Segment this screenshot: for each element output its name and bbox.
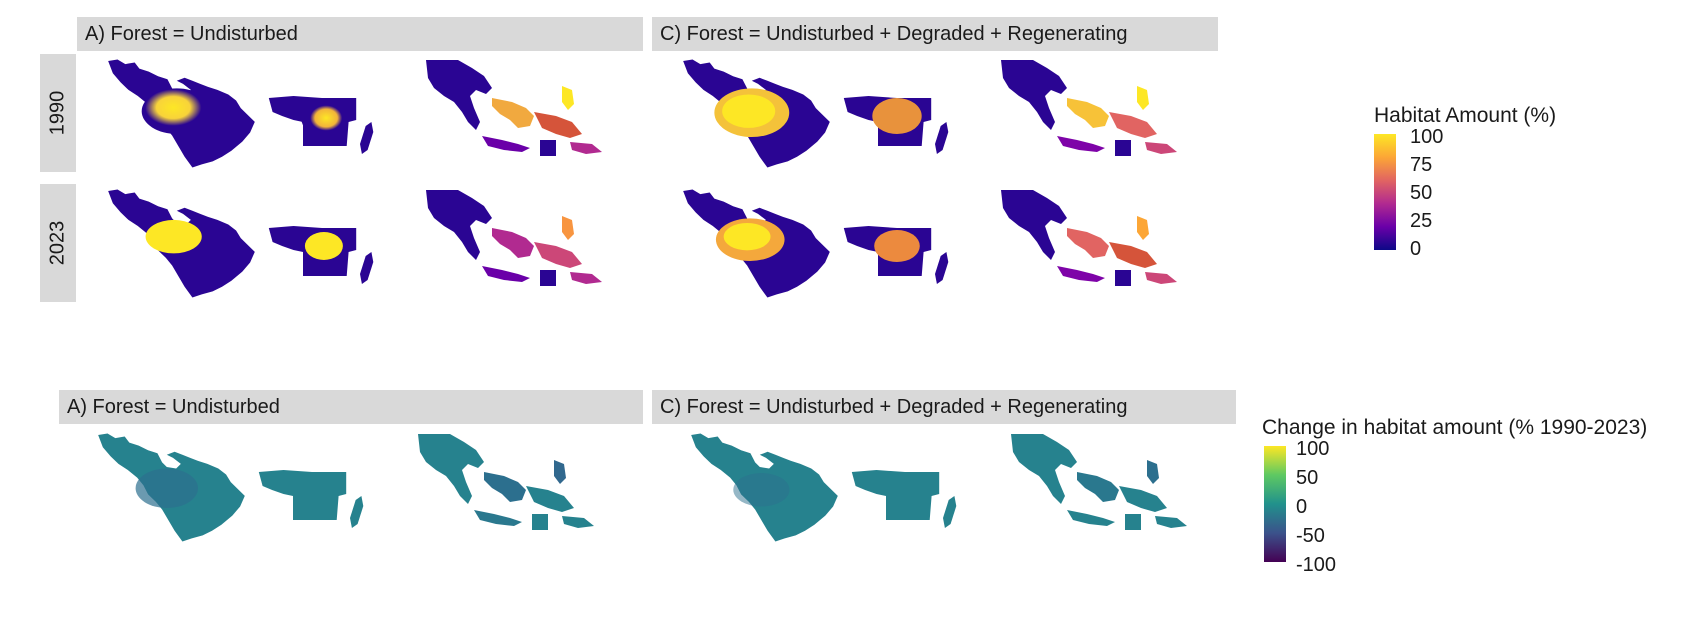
legend-colorbar-change	[1264, 446, 1286, 562]
legend-tick: 25	[1410, 210, 1433, 232]
facet-strip-top-a: A) Forest = Undisturbed	[77, 17, 643, 51]
legend-title-habitat: Habitat Amount (%)	[1374, 104, 1557, 127]
asia-region	[426, 60, 492, 130]
row-strip-1990: 1990	[40, 54, 76, 172]
facet-strip-bottom-a: A) Forest = Undisturbed	[59, 390, 643, 424]
row-strip-2023: 2023	[40, 184, 76, 302]
map-panel-a-2023	[77, 184, 643, 302]
legend-tick: 50	[1296, 467, 1319, 489]
legend-tick: 0	[1296, 496, 1308, 518]
map-panel-change-a	[59, 428, 643, 546]
legend-tick: 50	[1410, 182, 1433, 204]
legend-colorbar-habitat	[1374, 134, 1396, 250]
legend-tick: 75	[1410, 154, 1433, 176]
map-panel-c-2023	[652, 184, 1218, 302]
legend-tick: 100	[1410, 126, 1444, 148]
map-panel-c-1990	[652, 54, 1218, 172]
legend-tick: -100	[1296, 554, 1337, 576]
legend-tick: 0	[1410, 238, 1422, 260]
map-panel-change-c	[652, 428, 1236, 546]
map-panel-a-1990	[77, 54, 643, 172]
legend-tick: 100	[1296, 438, 1330, 460]
facet-strip-top-c: C) Forest = Undisturbed + Degraded + Reg…	[652, 17, 1218, 51]
legend-tick: -50	[1296, 525, 1325, 547]
legend-title-change: Change in habitat amount (% 1990-2023)	[1262, 416, 1648, 439]
facet-strip-bottom-c: C) Forest = Undisturbed + Degraded + Reg…	[652, 390, 1236, 424]
